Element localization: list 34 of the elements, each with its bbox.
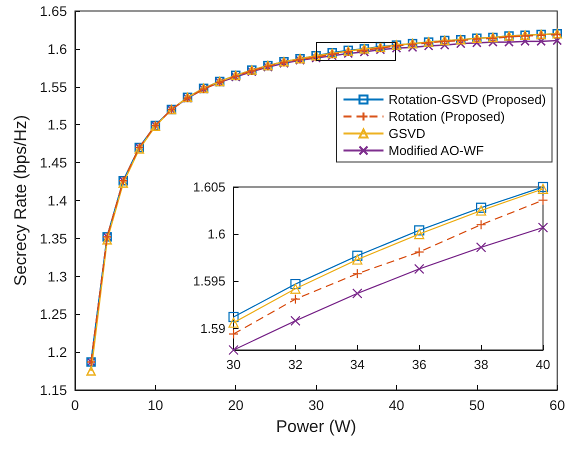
x-tick-label: 36 (412, 357, 426, 372)
y-tick-label: 1.6 (48, 40, 68, 57)
legend-label: GSVD (388, 126, 426, 141)
legend-label: Modified AO-WF (388, 143, 484, 158)
y-tick-label: 1.45 (40, 154, 68, 171)
y-tick-label: 1.595 (192, 274, 226, 289)
x-tick-label: 0 (71, 397, 80, 413)
y-tick-label: 1.3 (48, 268, 68, 284)
x-tick-label: 20 (228, 397, 244, 413)
legend-label: Rotation-GSVD (Proposed) (388, 92, 546, 107)
x-tick-label: 50 (469, 397, 485, 413)
x-tick-label: 32 (288, 357, 303, 372)
x-tick-label: 40 (388, 397, 404, 413)
y-tick-label: 1.65 (40, 3, 68, 19)
y-tick-label: 1.2 (48, 344, 68, 360)
y-tick-label: 1.15 (40, 382, 68, 398)
y-tick-label: 1.35 (40, 230, 68, 246)
x-tick-label: 40 (536, 357, 550, 372)
x-tick-label: 30 (226, 357, 241, 372)
y-tick-label: 1.59 (200, 320, 226, 336)
x-tick-label: 30 (308, 397, 324, 413)
x-tick-label: 34 (350, 357, 365, 372)
x-tick-label: 10 (148, 397, 164, 413)
y-axis-title: Secrecy Rate (bps/Hz) (10, 115, 30, 286)
y-tick-label: 1.55 (40, 78, 68, 95)
x-tick-label: 60 (549, 397, 566, 413)
x-axis-title: Power (W) (276, 417, 356, 436)
x-tick-label: 38 (474, 357, 488, 372)
y-tick-label: 1.605 (192, 180, 226, 194)
y-tick-label: 1.6 (207, 226, 226, 242)
y-tick-label: 1.4 (48, 192, 68, 208)
y-tick-label: 1.25 (40, 306, 68, 322)
y-tick-label: 1.5 (48, 116, 68, 133)
legend-label: Rotation (Proposed) (388, 109, 505, 124)
